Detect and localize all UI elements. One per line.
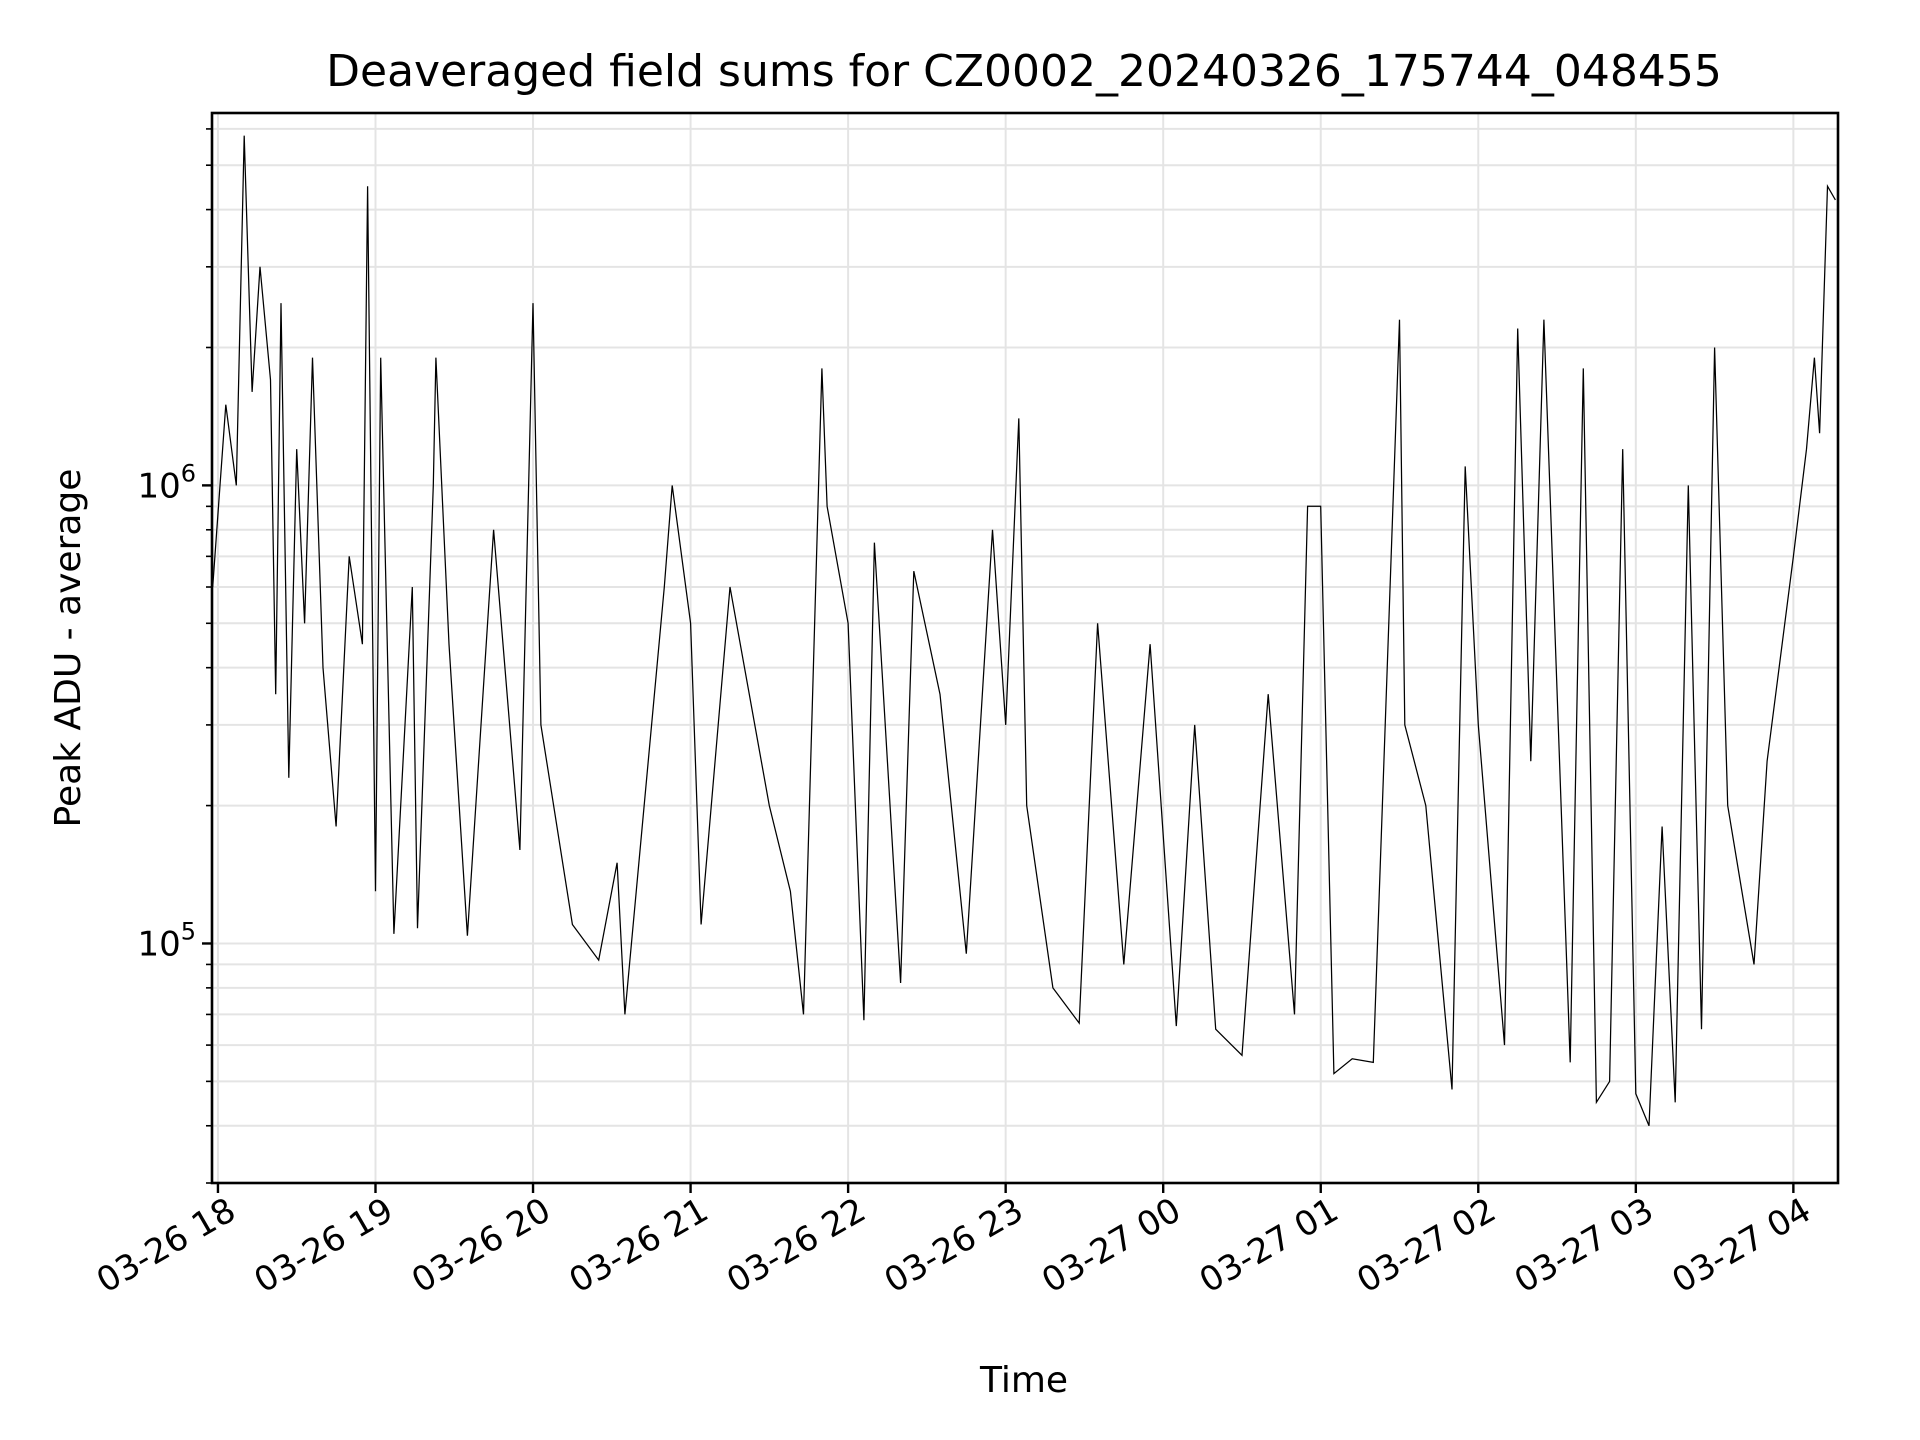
x-tick-label: 03-27 03	[1508, 1190, 1660, 1301]
y-axis-label: Peak ADU - average	[48, 469, 89, 828]
x-tick-label: 03-27 04	[1665, 1190, 1817, 1301]
series-line-0	[212, 135, 1836, 1127]
x-axis-label: Time	[979, 1360, 1068, 1401]
x-axis: 03-26 18 03-26 19 03-26 20 03-26 21 03-26 22…	[90, 1183, 1818, 1301]
y-tick-label: 106	[137, 459, 196, 506]
y-axis: 105 106	[137, 128, 212, 1184]
x-tick-label: 03-26 18	[90, 1190, 242, 1301]
plot-area	[212, 135, 1836, 1127]
x-tick-label: 03-26 19	[248, 1190, 400, 1301]
x-tick-label: 03-27 00	[1035, 1190, 1187, 1301]
x-tick-label: 03-27 02	[1350, 1190, 1502, 1301]
x-tick-label: 03-26 22	[720, 1190, 872, 1301]
grid-lines	[212, 113, 1838, 1184]
x-tick-label: 03-26 21	[563, 1190, 715, 1301]
chart-title: Deaveraged field sums for CZ0002_2024032…	[326, 46, 1722, 97]
y-tick-label: 105	[137, 917, 196, 964]
plot-frame	[210, 111, 1840, 1185]
x-tick-label: 03-27 01	[1193, 1190, 1345, 1301]
x-tick-label: 03-26 23	[878, 1190, 1030, 1301]
x-tick-label: 03-26 20	[405, 1190, 557, 1301]
